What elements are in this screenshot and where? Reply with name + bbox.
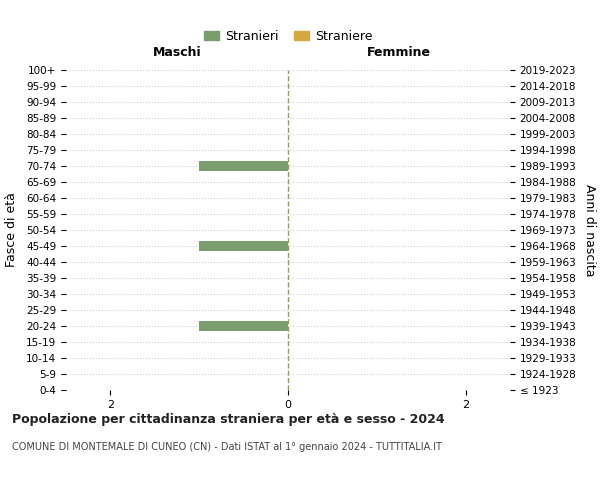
Text: COMUNE DI MONTEMALE DI CUNEO (CN) - Dati ISTAT al 1° gennaio 2024 - TUTTITALIA.I: COMUNE DI MONTEMALE DI CUNEO (CN) - Dati… [12,442,442,452]
Bar [199,321,288,331]
Text: Femmine: Femmine [367,46,431,59]
Y-axis label: Fasce di età: Fasce di età [5,192,17,268]
Bar [199,161,288,171]
Text: Popolazione per cittadinanza straniera per età e sesso - 2024: Popolazione per cittadinanza straniera p… [12,412,445,426]
Text: Maschi: Maschi [152,46,202,59]
Y-axis label: Anni di nascita: Anni di nascita [583,184,596,276]
Legend: Stranieri, Straniere: Stranieri, Straniere [199,25,377,48]
Bar [199,241,288,251]
